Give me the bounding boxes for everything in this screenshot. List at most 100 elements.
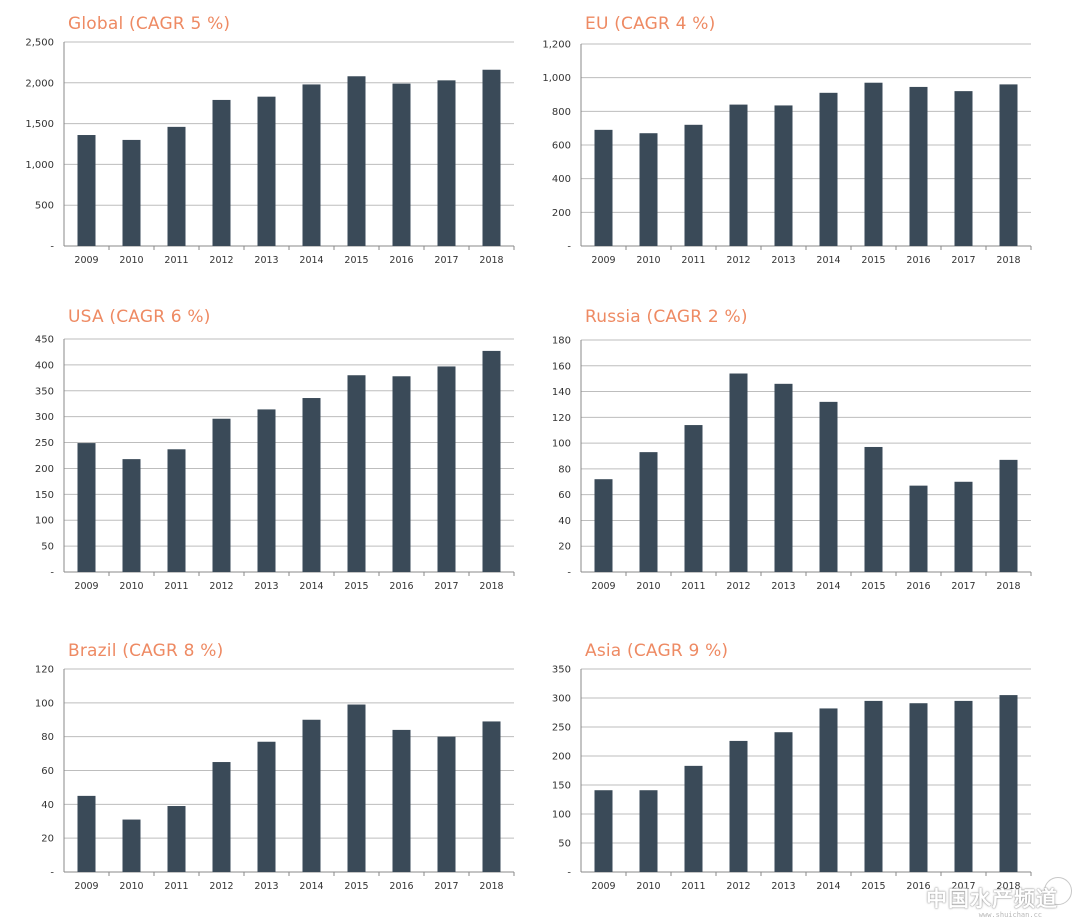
y-tick-label: 40 [558, 516, 571, 527]
bar-2017 [954, 481, 973, 572]
x-tick-label: 2015 [861, 881, 885, 892]
x-tick-label: 2017 [434, 581, 458, 592]
y-tick-label: 350 [552, 665, 571, 676]
y-tick-label: 400 [552, 174, 571, 185]
bar-2014 [302, 719, 321, 872]
bar-2010 [639, 133, 658, 246]
bar-2013 [257, 96, 276, 246]
x-tick-label: 2011 [164, 255, 188, 266]
y-tick-label: 400 [35, 360, 54, 371]
chart-title: USA (CAGR 6 %) [68, 307, 211, 327]
bar-2013 [257, 741, 276, 872]
y-tick-label: 800 [552, 107, 571, 118]
bar-2018 [999, 459, 1018, 572]
x-tick-label: 2011 [681, 581, 705, 592]
x-tick-label: 2011 [681, 255, 705, 266]
y-tick-label: 450 [35, 335, 54, 346]
x-tick-label: 2015 [344, 581, 368, 592]
x-tick-label: 2016 [389, 581, 413, 592]
x-tick-label: 2013 [254, 255, 278, 266]
y-tick-label: 100 [552, 810, 571, 821]
x-tick-label: 2014 [816, 881, 840, 892]
chart-title: Global (CAGR 5 %) [68, 14, 231, 34]
bar-2013 [774, 383, 793, 572]
x-tick-label: 2014 [299, 581, 323, 592]
bar-2014 [302, 398, 321, 572]
x-tick-label: 2015 [344, 881, 368, 892]
bar-2015 [347, 76, 366, 246]
chart-panel-eu: EU (CAGR 4 %) - 200 400 600 800 1,000 1,200 200… [542, 14, 1045, 280]
bar-2016 [392, 729, 411, 872]
chart-title: Russia (CAGR 2 %) [585, 307, 748, 327]
chart-panel-global: Global (CAGR 5 %) - 500 1,000 1,500 2,000 2,5… [25, 14, 528, 280]
y-tick-label: 1,200 [542, 40, 571, 51]
bar-2012 [212, 99, 231, 246]
y-tick-label: 2,500 [25, 38, 54, 49]
bar-2010 [122, 459, 141, 572]
bar-2016 [909, 485, 928, 572]
y-tick-label: 140 [552, 387, 571, 398]
bar-2011 [684, 124, 703, 246]
y-tick-label: 250 [35, 438, 54, 449]
y-tick-label: 350 [35, 386, 54, 397]
bar-2012 [729, 740, 748, 872]
x-tick-label: 2015 [344, 255, 368, 266]
bar-2015 [347, 704, 366, 872]
x-tick-label: 2009 [74, 881, 98, 892]
bar-2017 [954, 91, 973, 246]
x-tick-label: 2014 [816, 581, 840, 592]
y-tick-label: 1,000 [542, 73, 571, 84]
y-tick-label: 600 [552, 141, 571, 152]
bar-2009 [77, 443, 96, 572]
x-tick-label: 2017 [951, 581, 975, 592]
y-tick-label: - [50, 868, 54, 879]
x-tick-label: 2013 [254, 881, 278, 892]
bar-2017 [437, 736, 456, 872]
x-tick-label: 2011 [164, 581, 188, 592]
x-tick-label: 2017 [951, 881, 975, 892]
bar-2009 [594, 479, 613, 572]
y-tick-label: 120 [35, 665, 54, 676]
y-tick-label: 150 [35, 490, 54, 501]
x-tick-label: 2010 [636, 255, 660, 266]
chart-panel-asia: Asia (CAGR 9 %) - 50 100 150 200 250 300 350 200… [552, 641, 1045, 895]
bar-2015 [347, 375, 366, 572]
watermark-globe-icon [1044, 877, 1072, 905]
y-tick-label: 200 [35, 464, 54, 475]
watermark-text: 中国水产频道 [926, 887, 1058, 911]
bar-2010 [639, 790, 658, 872]
bar-2018 [482, 69, 501, 246]
x-tick-label: 2012 [726, 255, 750, 266]
y-tick-label: 50 [41, 542, 54, 553]
x-tick-label: 2013 [254, 581, 278, 592]
bar-2018 [999, 84, 1018, 247]
y-tick-label: 100 [35, 698, 54, 709]
bar-2011 [167, 806, 186, 872]
bar-2015 [864, 82, 883, 246]
bar-2017 [954, 700, 973, 872]
y-tick-label: 80 [558, 464, 571, 475]
y-tick-label: 300 [552, 694, 571, 705]
y-tick-label: 200 [552, 752, 571, 763]
y-tick-label: - [567, 868, 571, 879]
x-tick-label: 2010 [119, 255, 143, 266]
y-tick-label: 1,500 [25, 119, 54, 130]
x-tick-label: 2010 [636, 581, 660, 592]
bar-2018 [482, 721, 501, 872]
bar-chart: - 200 400 600 800 1,000 1,200 2009 2010 2011 2012 2… [542, 40, 1032, 266]
y-tick-label: - [567, 568, 571, 579]
bar-2014 [819, 708, 838, 872]
bar-2010 [122, 819, 141, 872]
y-tick-label: 2,000 [25, 78, 54, 89]
y-tick-label: 100 [552, 439, 571, 450]
x-tick-label: 2012 [209, 581, 233, 592]
bar-2014 [819, 401, 838, 572]
x-tick-label: 2009 [74, 581, 98, 592]
bar-2010 [639, 452, 658, 572]
bar-2013 [774, 105, 793, 246]
x-tick-label: 2017 [434, 881, 458, 892]
bar-2009 [77, 795, 96, 872]
bar-2014 [819, 92, 838, 246]
x-tick-label: 2010 [119, 581, 143, 592]
x-tick-label: 2012 [209, 881, 233, 892]
